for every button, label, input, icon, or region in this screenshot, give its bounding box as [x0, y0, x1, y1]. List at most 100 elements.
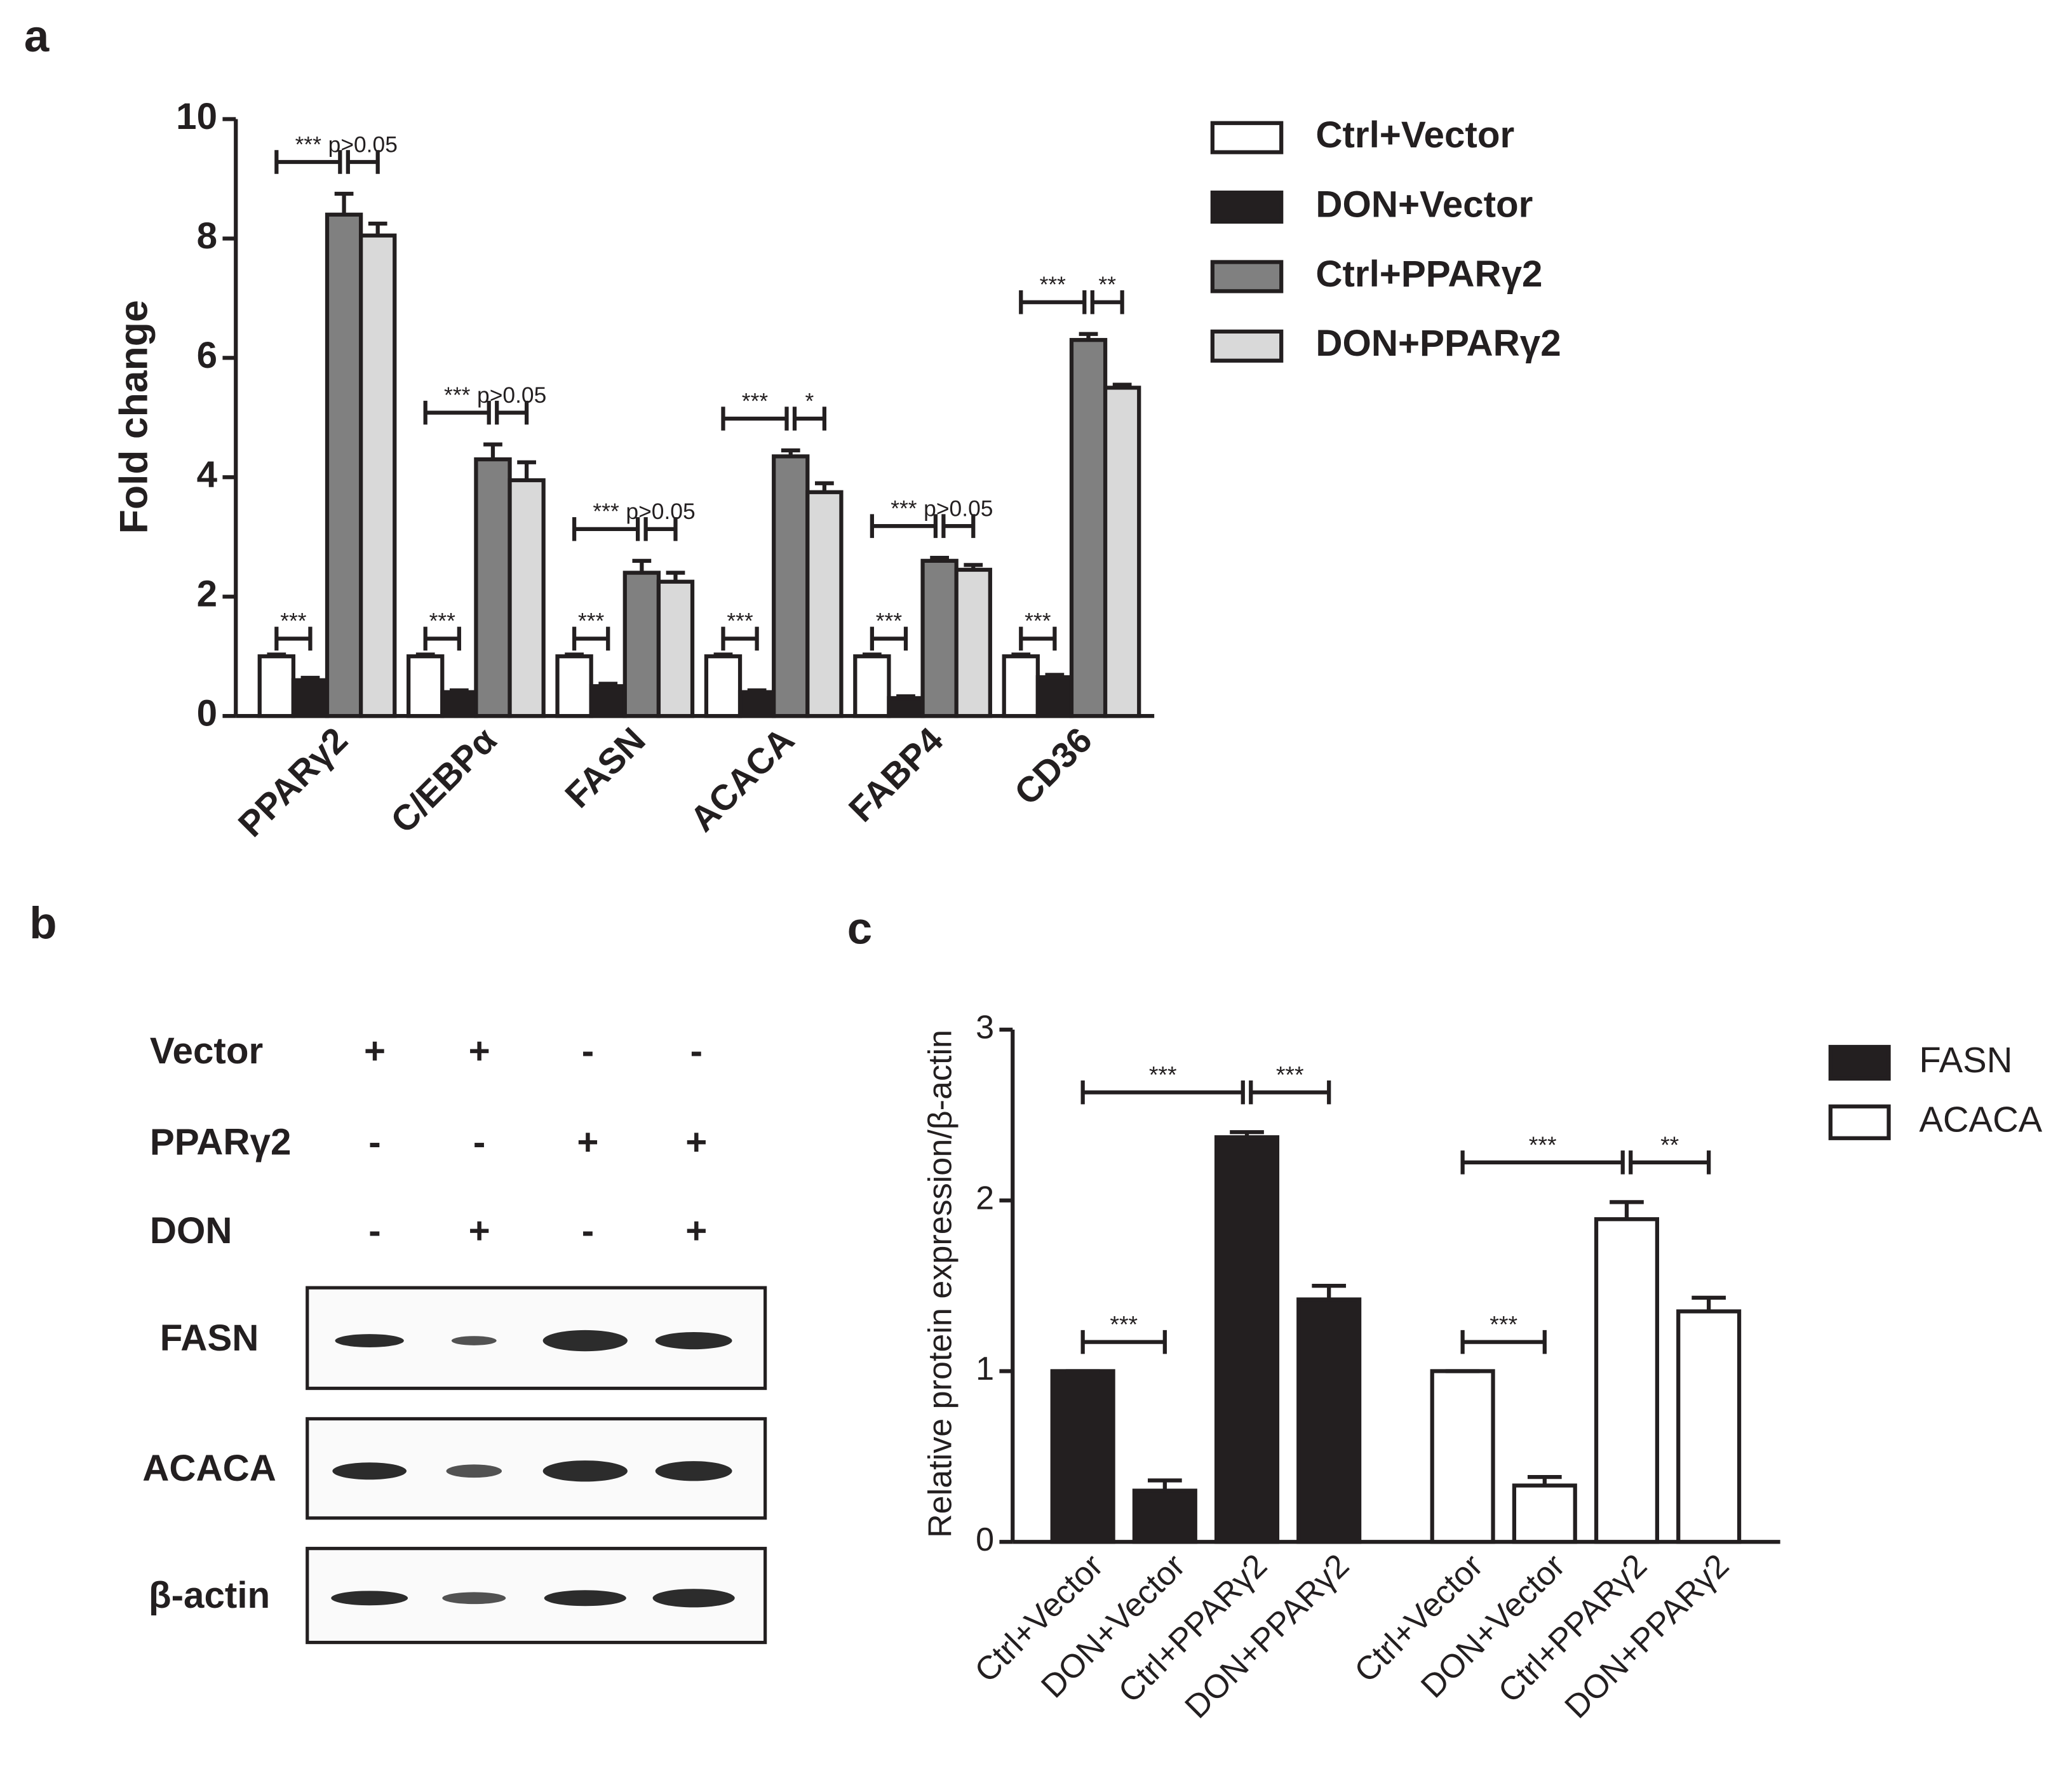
significance-label: *** [280, 609, 307, 634]
y-axis-label: Fold change [112, 300, 156, 534]
error-bar [598, 682, 618, 687]
legend-label: Ctrl+PPARγ2 [1315, 253, 1542, 295]
error-bar [334, 191, 354, 215]
y-tick-label: 3 [976, 1009, 994, 1046]
error-bar [930, 556, 950, 561]
condition-sign: - [690, 1030, 703, 1072]
error-bar [781, 448, 800, 457]
legend-label: Ctrl+Vector [1315, 114, 1514, 156]
bar [1594, 1217, 1660, 1544]
error-bar [815, 481, 834, 492]
legend-label: DON+PPARγ2 [1315, 323, 1561, 364]
panel-label: a [24, 11, 50, 62]
x-tick-label: CD36 [1007, 720, 1100, 812]
condition-sign: - [582, 1210, 594, 1251]
legend-label: DON+Vector [1315, 184, 1533, 225]
significance-bracket [792, 407, 827, 431]
bar [440, 690, 478, 718]
significance-label: p>0.05 [924, 496, 993, 522]
band-label: β-actin [149, 1575, 270, 1616]
legend-swatch [1828, 1044, 1891, 1081]
error-bar [1312, 1283, 1347, 1300]
bar [291, 678, 330, 718]
significance-label: *** [1040, 272, 1066, 297]
condition-sign: - [368, 1210, 380, 1251]
bar [407, 654, 445, 718]
blot-band [655, 1331, 732, 1350]
bar [474, 457, 512, 718]
y-tick-label: 2 [197, 574, 217, 615]
significance-bracket [274, 150, 342, 174]
significance-label: *** [444, 382, 471, 408]
significance-bracket [1249, 1080, 1331, 1105]
significance-label: *** [1276, 1061, 1304, 1088]
blot-band [655, 1461, 732, 1481]
significance-bracket [423, 626, 461, 651]
blot-band [331, 1591, 408, 1606]
significance-bracket [870, 626, 908, 651]
significance-bracket [870, 514, 938, 538]
legend-swatch [1210, 191, 1284, 224]
error-bar [483, 442, 502, 460]
significance-label: *** [578, 609, 605, 634]
bar [1002, 654, 1040, 718]
significance-label: ** [1098, 272, 1116, 297]
x-tick-label: C/EBPα [383, 720, 504, 841]
bar [1103, 386, 1141, 718]
legend-label: ACACA [1919, 1100, 2042, 1140]
error-bar [1045, 673, 1065, 678]
error-bar [1079, 332, 1098, 340]
error-bar [1692, 1295, 1726, 1312]
significance-bracket [1460, 1330, 1547, 1354]
bar [1296, 1297, 1362, 1544]
bar [555, 654, 593, 718]
y-tick-label: 2 [976, 1180, 994, 1216]
significance-label: *** [593, 499, 619, 524]
significance-bracket [1080, 1080, 1245, 1105]
significance-bracket [1629, 1150, 1711, 1175]
condition-sign: + [469, 1210, 490, 1251]
bar [508, 478, 546, 718]
bar [1214, 1135, 1280, 1544]
bar [1512, 1483, 1577, 1544]
significance-label: *** [1025, 609, 1051, 634]
significance-label: p>0.05 [328, 131, 398, 157]
error-bar [896, 694, 915, 699]
significance-label: *** [1490, 1311, 1517, 1338]
condition-sign: + [364, 1030, 386, 1072]
significance-bracket [572, 517, 640, 541]
error-bar [964, 563, 983, 570]
error-bar [863, 652, 882, 657]
bar [954, 567, 992, 718]
bar [1430, 1369, 1495, 1544]
bar [737, 690, 776, 718]
error-bar [1527, 1474, 1562, 1486]
error-bar [1112, 382, 1132, 388]
significance-bracket [721, 407, 789, 431]
condition-sign: - [582, 1030, 594, 1072]
y-axis-label: Relative protein expression/β-actin [922, 1030, 959, 1538]
significance-label: * [805, 388, 814, 414]
significance-label: *** [891, 496, 917, 522]
error-bar [267, 652, 286, 657]
y-tick-label: 0 [197, 693, 217, 734]
bar [772, 454, 810, 718]
error-bar [368, 221, 387, 236]
y-tick-label: 8 [197, 215, 217, 257]
x-tick-label: PPARγ2 [231, 720, 355, 844]
condition-sign: + [469, 1030, 490, 1072]
y-tick-label: 4 [197, 454, 218, 495]
blot-band [544, 1590, 626, 1607]
blot-band [335, 1334, 404, 1347]
significance-bracket [1090, 290, 1124, 314]
panel-label: c [847, 903, 872, 953]
error-bar [1148, 1478, 1182, 1491]
significance-bracket [721, 626, 759, 651]
blot-band [652, 1589, 735, 1608]
significance-bracket [274, 626, 313, 651]
band-label: ACACA [142, 1448, 276, 1489]
significance-label: *** [876, 609, 903, 634]
bar [359, 233, 397, 718]
significance-bracket [1019, 290, 1087, 314]
